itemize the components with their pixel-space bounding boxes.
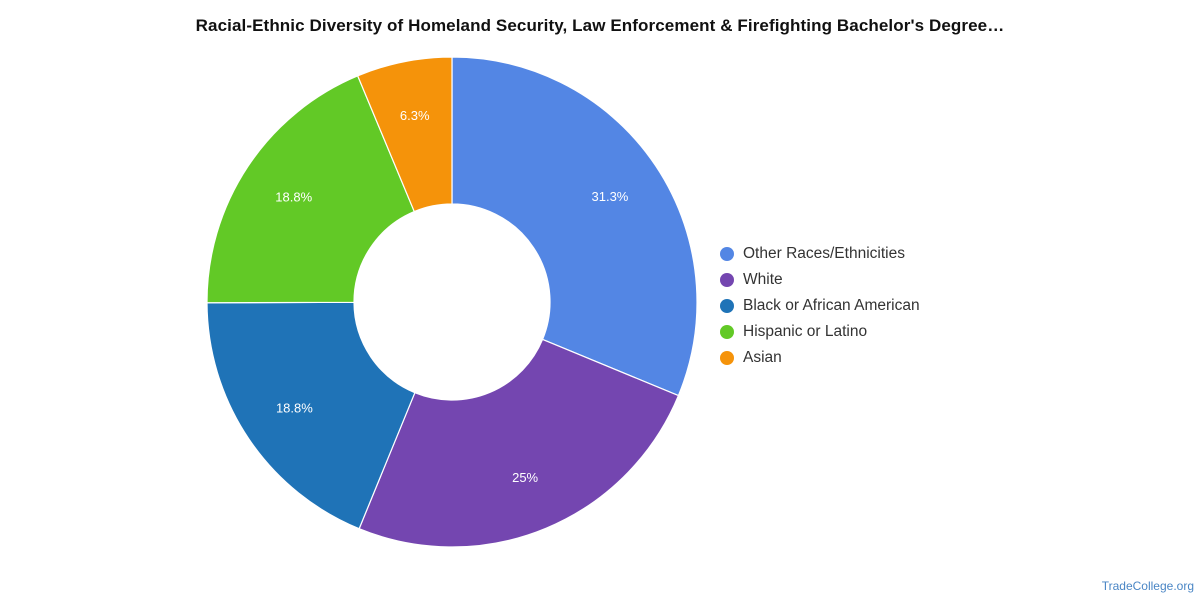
legend-item-other-races-ethnicities[interactable]: Other Races/Ethnicities (720, 241, 920, 267)
slice-label-other-races-ethnicities: 31.3% (592, 189, 629, 204)
legend-item-black-or-african-american[interactable]: Black or African American (720, 293, 920, 319)
slice-white[interactable] (358, 338, 680, 548)
slice-asian[interactable] (356, 56, 453, 213)
chart-title: Racial-Ethnic Diversity of Homeland Secu… (195, 16, 1005, 35)
legend-swatch (720, 351, 734, 365)
watermark: TradeCollege.org (1101, 579, 1194, 593)
slice-label-asian: 6.3% (400, 108, 430, 123)
chart-legend: Other Races/Ethnicities White Black or Afr… (720, 241, 920, 371)
legend-label: White (743, 271, 783, 288)
legend-swatch (720, 247, 734, 261)
legend-swatch (720, 325, 734, 339)
legend-swatch (720, 273, 734, 287)
slice-hispanic-or-latino[interactable] (206, 75, 416, 304)
legend-swatch (720, 299, 734, 313)
donut-slices (206, 56, 698, 548)
legend-label: Hispanic or Latino (743, 323, 868, 340)
legend-label: Other Races/Ethnicities (743, 245, 905, 262)
legend-item-hispanic-or-latino[interactable]: Hispanic or Latino (720, 319, 920, 345)
donut-slice-labels: 31.3% 25% 18.8% 18.8% 6.3% (275, 108, 629, 485)
slice-label-black-or-african-american: 18.8% (276, 401, 313, 416)
legend-label: Asian (743, 349, 782, 366)
slice-black-or-african-american[interactable] (206, 301, 416, 530)
legend-item-white[interactable]: White (720, 267, 920, 293)
legend-label: Black or African American (743, 297, 920, 314)
slice-label-white: 25% (512, 470, 538, 485)
slice-other-races-ethnicities[interactable] (451, 56, 698, 397)
slice-label-hispanic-or-latino: 18.8% (275, 189, 312, 204)
legend-item-asian[interactable]: Asian (720, 345, 920, 371)
